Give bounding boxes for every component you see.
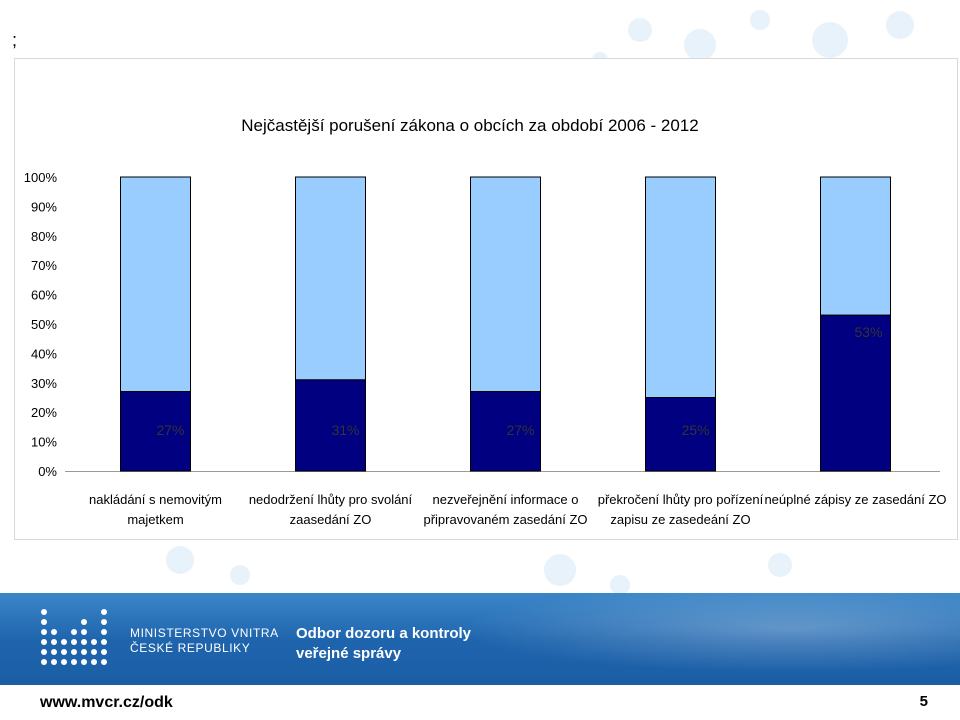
bar-value: [645, 397, 716, 472]
footer-band: [0, 593, 960, 681]
y-tick-label: 10%: [31, 435, 57, 450]
background-decoration: [166, 10, 914, 595]
y-tick-label: 60%: [31, 288, 57, 303]
bar-value-label: 53%: [854, 324, 882, 340]
department-name: Odbor dozoru a kontroly veřejné správy: [296, 624, 471, 664]
x-category-label: zapisu ze zasedeání ZO: [610, 512, 750, 527]
bar-value-label: 27%: [506, 422, 534, 438]
y-tick-label: 80%: [31, 229, 57, 244]
bar-value: [295, 379, 366, 472]
bar-value: [470, 391, 541, 472]
bars: 27% 31% 27% 25% 53%: [120, 176, 891, 472]
bar-remainder: [820, 176, 891, 316]
page-number: 5: [919, 693, 928, 710]
y-tick-label: 50%: [31, 317, 57, 332]
ministry-name: MINISTERSTVO VNITRA ČESKÉ REPUBLIKY: [130, 626, 279, 656]
chart-title: Nejčastější porušení zákona o obcích za …: [241, 116, 698, 135]
y-tick-label: 40%: [31, 346, 57, 361]
y-axis: 0% 10% 20% 30% 40% 50% 60% 70% 80% 90% 100%: [24, 170, 940, 479]
x-category-label: nedodržení lhůty pro svolání: [249, 492, 413, 507]
x-category-label: majetkem: [127, 512, 183, 527]
ministry-line-1: MINISTERSTVO VNITRA: [130, 626, 279, 640]
y-tick-label: 70%: [31, 258, 57, 273]
bar-value-label: 25%: [681, 422, 709, 438]
footer-sheen: [400, 593, 960, 681]
ministry-logo-icon: [41, 609, 107, 665]
x-category-label: připravovaném zasedání ZO: [423, 512, 587, 527]
bar-remainder: [295, 176, 366, 381]
bar-remainder: [470, 176, 541, 393]
slide-mark: ;: [12, 30, 18, 50]
bar-remainder: [645, 176, 716, 398]
website-link[interactable]: www.mvcr.cz/odk: [40, 694, 173, 711]
bar-value: [120, 391, 191, 472]
bottom-bar: www.mvcr.cz/odk 5: [0, 681, 960, 720]
bar-value-label: 27%: [156, 422, 184, 438]
y-tick-label: 90%: [31, 199, 57, 214]
x-category-label: nezveřejnění informace o: [433, 492, 579, 507]
department-line-2: veřejné správy: [296, 645, 402, 662]
y-tick-label: 0%: [38, 464, 57, 479]
y-tick-label: 30%: [31, 376, 57, 391]
bar-remainder: [120, 176, 191, 393]
y-tick-label: 100%: [24, 170, 58, 185]
x-axis: nakládání s nemovitým majetkem nedodržení …: [89, 492, 947, 527]
x-category-label: nakládání s nemovitým: [89, 492, 222, 507]
department-line-1: Odbor dozoru a kontroly: [296, 625, 471, 642]
x-category-label: překročení lhůty pro pořízení: [598, 492, 764, 507]
ministry-line-2: ČESKÉ REPUBLIKY: [130, 641, 251, 655]
bar-value: [820, 314, 891, 472]
bar-value-label: 31%: [331, 422, 359, 438]
y-tick-label: 20%: [31, 405, 57, 420]
x-category-label: zaasedání ZO: [290, 512, 372, 527]
chart-frame: Nejčastější porušení zákona o obcích za …: [14, 58, 958, 540]
x-category-label: neúplné zápisy ze zasedání ZO: [764, 492, 946, 507]
stacked-bar-chart: Nejčastější porušení zákona o obcích za …: [24, 116, 947, 527]
